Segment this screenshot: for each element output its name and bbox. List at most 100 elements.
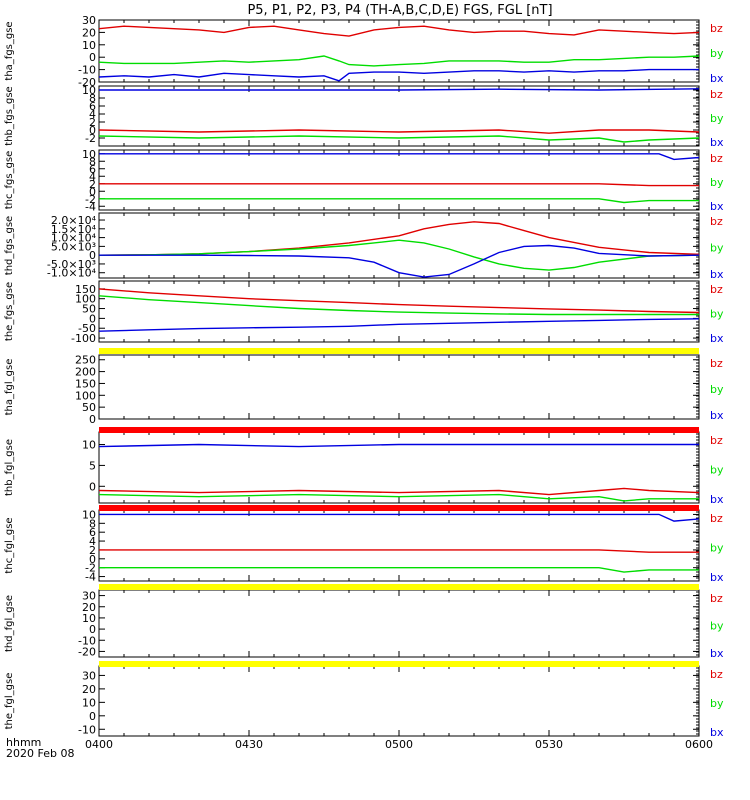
series-line-bz (99, 549, 699, 553)
y-tick-label: 150 (75, 283, 96, 296)
y-tick-label: 1.5×10⁴ (51, 223, 97, 236)
series-line-bx (99, 244, 699, 278)
x-tick-label: 0500 (385, 738, 413, 751)
y-tick-label: 10 (82, 439, 96, 452)
legend-bz: bz (710, 283, 723, 296)
panel-frame (98, 149, 700, 211)
y-tick-label: 0 (89, 553, 96, 566)
legend-by: by (710, 242, 724, 255)
y-tick-label: -10 (78, 64, 96, 77)
x-tick-label: 0400 (85, 738, 113, 751)
legend-by: by (710, 112, 724, 125)
y-axis-label: thb_fgl_gse (4, 439, 15, 496)
legend-bz: bz (710, 22, 723, 35)
y-axis-label: tha_fgl_gse (4, 359, 15, 416)
y-tick-label: 250 (75, 354, 96, 367)
x-tick-label: 0600 (685, 738, 713, 751)
status-bars-group (99, 348, 699, 667)
y-tick-label: 100 (75, 389, 96, 402)
y-tick-label: 0 (89, 710, 96, 723)
y-tick-label: 100 (75, 293, 96, 306)
series-line-by (99, 135, 699, 143)
y-axis-label: thb_fgs_gse (4, 86, 15, 145)
series-line-by (99, 567, 699, 573)
series-line-bx (99, 443, 699, 448)
legend-bz: bz (710, 592, 723, 605)
y-tick-label: 0 (89, 185, 96, 198)
series-line-by (99, 493, 699, 502)
legend-bz: bz (710, 668, 723, 681)
legend-bx: bx (710, 136, 724, 149)
y-tick-label: -20 (78, 645, 96, 658)
series-line-bz (99, 221, 699, 256)
y-tick-label: 8 (89, 92, 96, 105)
panel-thd_fgs_gse: 2.0×10⁴1.5×10⁴1.0×10⁴5.0×10³0-5.0×10³-1.… (4, 212, 724, 281)
legend-by: by (710, 47, 724, 60)
y-tick-label: -1.0×10⁴ (47, 267, 97, 280)
x-axis-label: hhmm (6, 736, 41, 749)
y-tick-label: 20 (82, 26, 96, 39)
y-tick-label: 6 (89, 100, 96, 113)
y-axis-label: the_fgl_gse (4, 673, 15, 730)
status-bar-yellow (99, 584, 699, 590)
y-axis-label: tha_fgs_gse (4, 21, 15, 80)
y-tick-label: 4 (89, 108, 96, 121)
y-tick-label: -4 (85, 571, 96, 584)
y-tick-label: 5 (89, 459, 96, 472)
series-line-bz (99, 183, 699, 187)
y-tick-label: 30 (82, 669, 96, 682)
y-tick-label: 0 (89, 623, 96, 636)
y-tick-label: -20 (78, 76, 96, 89)
y-tick-label: 0 (89, 312, 96, 325)
y-tick-label: -2 (85, 132, 96, 145)
legend-bz: bz (710, 152, 723, 165)
legend-bz: bz (710, 88, 723, 101)
legend-bx: bx (710, 726, 724, 739)
y-tick-label: -50 (78, 322, 96, 335)
y-tick-label: -2 (85, 562, 96, 575)
y-tick-label: 10 (82, 508, 96, 521)
series-line-bz (99, 288, 699, 314)
series-line-bx (99, 68, 699, 82)
y-tick-label: 200 (75, 366, 96, 379)
series-line-by (99, 295, 699, 316)
legend-by: by (710, 308, 724, 321)
legend-by: by (710, 383, 724, 396)
series-line-bx (99, 513, 699, 522)
y-tick-label: -2 (85, 193, 96, 206)
y-tick-label: 30 (82, 14, 96, 27)
status-bar-yellow (99, 348, 699, 354)
y-axis-label: thc_fgs_gse (4, 151, 15, 210)
y-tick-label: 8 (89, 517, 96, 530)
y-tick-label: 30 (82, 590, 96, 603)
x-tick-label: 0430 (235, 738, 263, 751)
y-tick-label: -10 (78, 634, 96, 647)
y-tick-label: 2.0×10⁴ (51, 214, 97, 227)
series-line-by (99, 55, 699, 67)
panel-frame (98, 589, 700, 658)
series-line-bx (99, 153, 699, 161)
legend-bx: bx (710, 647, 724, 660)
y-tick-label: -4 (85, 200, 96, 213)
panel-frame (98, 85, 700, 147)
y-tick-label: 4 (89, 535, 96, 548)
y-axis-label: thc_fgl_gse (4, 517, 15, 573)
y-tick-label: 5.0×10³ (51, 240, 96, 253)
legend-bz: bz (710, 434, 723, 447)
y-tick-label: 2 (89, 544, 96, 557)
panel-frame (98, 354, 700, 420)
y-tick-label: 50 (82, 401, 96, 414)
legend-bx: bx (710, 571, 724, 584)
y-tick-label: 6 (89, 526, 96, 539)
x-axis-date: 2020 Feb 08 (6, 747, 74, 760)
y-tick-label: 10 (82, 148, 96, 161)
x-axis: hhmm 2020 Feb 08 0400 0430 0500 0530 0600 (6, 736, 713, 760)
status-bar-red (99, 427, 699, 433)
y-tick-label: 0 (89, 249, 96, 262)
legend-bx: bx (710, 332, 724, 345)
